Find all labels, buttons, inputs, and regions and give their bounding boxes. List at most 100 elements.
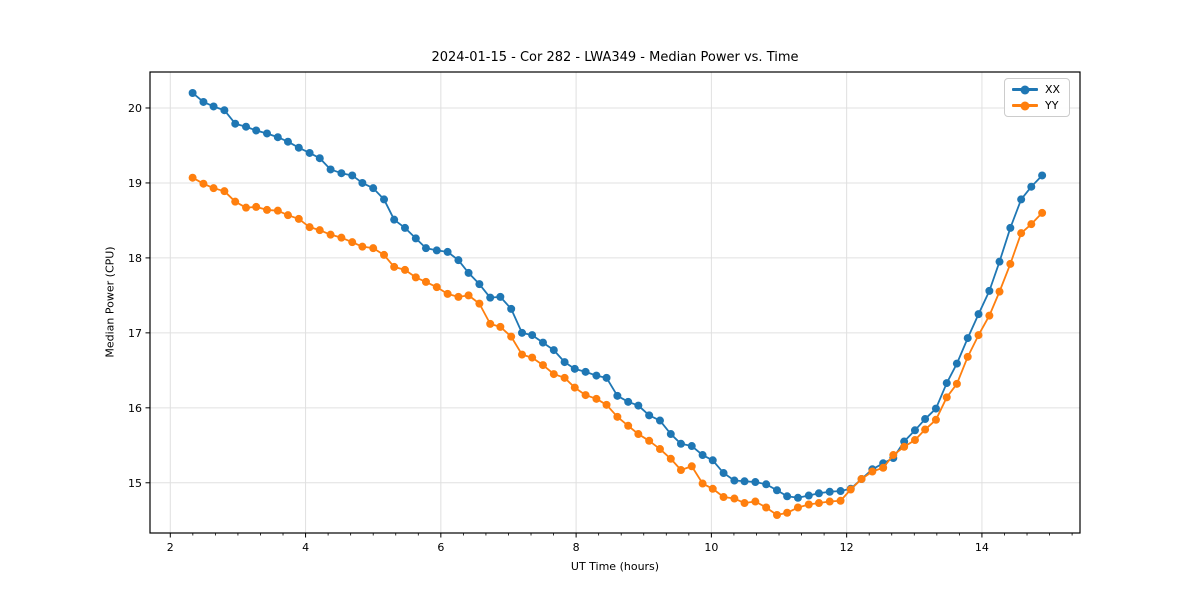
data-point-yy [634,430,643,439]
x-tick-label: 2 [167,541,174,554]
data-point-yy [411,273,420,282]
data-point-yy [740,499,749,508]
data-point-yy [942,393,951,402]
data-point-yy [783,508,792,517]
data-point-yy [432,283,441,292]
data-point-yy [762,503,771,512]
data-point-xx [315,154,324,163]
data-point-xx [762,480,771,489]
data-point-xx [283,137,292,146]
data-point-yy [952,379,961,388]
data-point-xx [220,106,229,115]
data-point-yy [486,319,495,328]
data-point-xx [337,169,346,178]
data-point-xx [719,469,728,478]
data-point-xx [836,487,845,496]
data-point-xx [666,430,675,439]
data-point-yy [836,496,845,505]
data-point-xx [560,358,569,367]
data-point-xx [454,256,463,265]
data-point-xx [952,359,961,368]
data-point-yy [1006,259,1015,268]
data-point-xx [305,148,314,157]
data-point-yy [538,361,547,370]
data-point-yy [666,454,675,463]
data-point-xx [708,456,717,465]
data-point-yy [825,497,834,506]
data-point-xx [581,367,590,376]
data-point-yy [421,277,430,286]
data-point-yy [900,442,909,451]
data-point-yy [624,421,633,430]
data-point-xx [252,126,261,135]
data-point-xx [242,122,251,131]
data-point-yy [857,475,866,484]
data-point-xx [963,334,972,343]
data-point-xx [528,331,537,340]
data-point-xx [273,133,282,142]
data-point-xx [421,244,430,253]
data-point-yy [326,230,335,239]
data-point-xx [985,286,994,295]
data-point-yy [995,287,1004,296]
x-tick-label: 6 [437,541,444,554]
x-tick-label: 12 [840,541,854,554]
data-point-xx [507,304,516,313]
data-point-yy [804,500,813,509]
data-point-yy [910,436,919,445]
data-point-xx [496,292,505,301]
data-point-yy [252,202,261,211]
data-point-xx [931,404,940,413]
data-point-yy [242,203,251,212]
data-point-xx [602,373,611,382]
data-point-yy [868,467,877,476]
data-point-yy [814,499,823,508]
data-point-yy [1027,220,1036,229]
data-point-yy [793,503,802,512]
data-point-xx [624,397,633,406]
data-point-xx [740,477,749,486]
legend-label-yy: YY [1045,99,1059,112]
data-point-yy [528,353,537,362]
data-point-yy [400,265,409,274]
data-point-yy [772,511,781,520]
data-point-yy [496,322,505,331]
data-point-yy [199,179,208,188]
data-point-xx [793,493,802,502]
y-tick-label: 16 [128,402,142,415]
legend-marker-yy-icon [1012,101,1038,110]
data-point-xx [1038,171,1047,180]
data-point-xx [814,489,823,498]
data-point-yy [454,292,463,301]
data-point-xx [1017,195,1026,204]
legend-label-xx: XX [1045,83,1061,96]
data-point-xx [676,439,685,448]
data-point-xx [592,371,601,380]
data-point-yy [655,445,664,454]
y-tick-label: 20 [128,102,142,115]
data-point-xx [358,178,367,187]
data-point-xx [263,129,272,138]
data-point-yy [592,394,601,403]
plot-border [149,71,1081,534]
y-tick-label: 19 [128,177,142,190]
data-point-yy [549,370,558,379]
data-point-yy [730,494,739,503]
data-point-yy [283,211,292,220]
legend-dot-yy-icon [1020,101,1030,110]
data-point-yy [985,311,994,320]
data-point-yy [645,436,654,445]
data-point-xx [518,328,526,337]
data-point-yy [443,289,452,298]
data-point-yy [974,331,983,340]
y-tick-label: 15 [128,477,142,490]
data-point-xx [380,195,389,204]
data-point-xx [209,102,218,111]
data-point-yy [698,479,707,488]
data-point-yy [358,242,367,251]
data-point-xx [772,486,781,495]
data-point-yy [602,400,611,409]
data-point-yy [570,383,579,392]
y-tick-label: 18 [128,252,142,265]
